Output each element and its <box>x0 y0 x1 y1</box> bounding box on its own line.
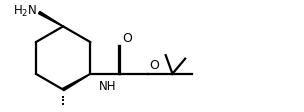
Text: NH: NH <box>98 80 116 93</box>
Text: H$_2$N: H$_2$N <box>13 4 37 19</box>
Text: O: O <box>122 32 132 45</box>
Polygon shape <box>63 74 91 91</box>
Text: O: O <box>149 59 159 72</box>
Polygon shape <box>39 11 63 27</box>
